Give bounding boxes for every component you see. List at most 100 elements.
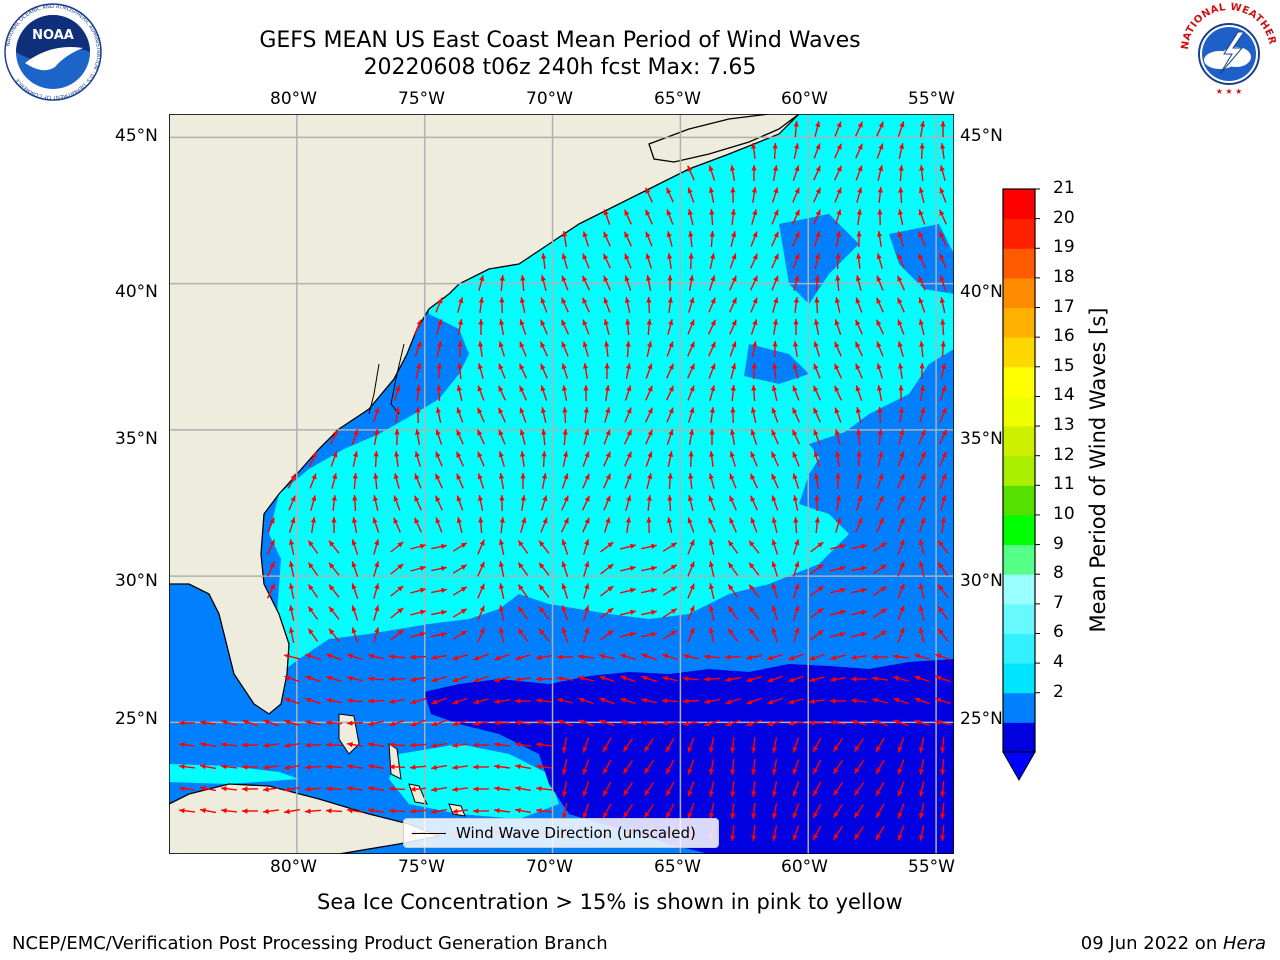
wave-direction-arrow xyxy=(456,517,463,533)
wave-direction-arrow xyxy=(877,208,883,226)
colorbar-bin xyxy=(1003,544,1035,575)
colorbar-bin xyxy=(1003,218,1035,249)
wave-direction-arrow xyxy=(540,495,548,511)
wave-direction-arrow xyxy=(897,341,904,357)
wave-direction-arrow xyxy=(751,209,758,225)
wave-direction-arrow xyxy=(331,473,338,489)
wave-direction-arrow xyxy=(687,363,695,379)
svg-text:★ ★ ★: ★ ★ ★ xyxy=(1216,87,1243,96)
wave-direction-arrow xyxy=(772,142,778,160)
wave-direction-arrow xyxy=(835,230,842,248)
wave-direction-arrow xyxy=(452,742,468,748)
wave-direction-arrow xyxy=(283,742,301,748)
wave-direction-arrow xyxy=(750,407,757,423)
wave-direction-arrow xyxy=(620,697,636,705)
wave-direction-arrow xyxy=(562,802,568,820)
wave-direction-arrow xyxy=(918,473,926,489)
wave-direction-arrow xyxy=(517,562,529,576)
wave-direction-arrow xyxy=(792,803,800,819)
wave-direction-arrow xyxy=(667,297,673,313)
wave-direction-arrow xyxy=(352,472,358,490)
wave-direction-arrow xyxy=(599,653,615,660)
wave-direction-arrow xyxy=(855,385,863,401)
wave-direction-arrow xyxy=(708,539,715,555)
wave-direction-arrow xyxy=(536,719,552,726)
wave-direction-arrow xyxy=(561,363,569,379)
wave-direction-arrow xyxy=(793,340,799,358)
wave-direction-arrow xyxy=(478,319,484,335)
wave-direction-arrow xyxy=(499,472,505,490)
wave-direction-arrow xyxy=(583,561,590,577)
colorbar-tick-label: 11 xyxy=(1053,474,1075,495)
wave-direction-arrow xyxy=(919,384,925,402)
wave-direction-arrow xyxy=(919,164,925,182)
wave-direction-arrow xyxy=(388,764,406,770)
wave-direction-arrow xyxy=(730,780,736,798)
wave-direction-arrow xyxy=(351,561,359,577)
lon-label-top-70w: 70°W xyxy=(526,89,573,109)
wave-direction-arrow xyxy=(393,473,400,489)
wave-direction-arrow xyxy=(583,539,590,555)
wave-direction-arrow xyxy=(561,253,568,269)
wave-direction-arrow xyxy=(832,760,844,774)
wave-direction-arrow xyxy=(263,808,279,814)
wave-direction-arrow xyxy=(477,407,485,423)
wave-direction-arrow xyxy=(772,758,778,776)
wave-direction-arrow xyxy=(750,495,758,511)
wave-direction-arrow xyxy=(582,231,590,247)
wave-direction-arrow xyxy=(623,231,633,247)
wave-direction-arrow xyxy=(561,297,569,313)
wave-direction-arrow xyxy=(477,363,484,379)
wave-direction-arrow xyxy=(851,543,867,550)
wave-direction-arrow xyxy=(729,275,737,291)
wave-direction-arrow xyxy=(494,653,510,661)
wave-direction-arrow xyxy=(622,804,634,818)
wave-direction-arrow xyxy=(430,654,448,660)
wave-direction-arrow xyxy=(897,759,905,775)
wave-direction-arrow xyxy=(876,297,884,313)
colorbar-bin xyxy=(1003,189,1035,220)
wave-direction-arrow xyxy=(435,517,443,533)
wave-direction-arrow xyxy=(875,781,885,797)
wave-direction-arrow xyxy=(725,719,741,727)
wave-direction-arrow xyxy=(792,363,799,379)
wave-direction-arrow xyxy=(872,697,888,704)
wave-direction-arrow xyxy=(793,297,799,313)
wave-direction-arrow xyxy=(771,231,779,247)
wave-direction-arrow xyxy=(307,540,319,554)
wave-direction-arrow xyxy=(919,362,925,380)
wave-direction-arrow xyxy=(346,698,364,704)
wave-direction-arrow xyxy=(832,782,844,796)
wave-direction-arrow xyxy=(834,319,842,335)
wave-direction-arrow xyxy=(687,407,695,423)
wave-direction-arrow xyxy=(667,472,673,490)
wave-direction-arrow xyxy=(918,275,926,291)
map-legend: Wind Wave Direction (unscaled) xyxy=(403,818,719,848)
wave-direction-arrow xyxy=(834,407,842,423)
wave-direction-arrow xyxy=(918,517,926,533)
wave-direction-arrow xyxy=(307,584,319,598)
noaa-logo: NATIONAL OCEANIC AND ATMOSPHERIC ADMINIS… xyxy=(4,3,102,101)
wave-direction-arrow xyxy=(538,628,550,642)
wave-direction-arrow xyxy=(581,495,591,511)
wave-direction-arrow xyxy=(940,516,946,534)
wave-direction-arrow xyxy=(536,698,552,704)
wave-direction-arrow xyxy=(456,495,464,511)
wave-direction-arrow xyxy=(918,561,925,577)
lat-label-left-40n: 40°N xyxy=(115,282,158,302)
wave-direction-arrow xyxy=(557,676,573,682)
wave-direction-arrow xyxy=(624,297,631,313)
wave-direction-arrow xyxy=(561,385,568,401)
wave-direction-arrow xyxy=(688,230,694,248)
wave-direction-arrow xyxy=(809,653,825,661)
wave-direction-arrow xyxy=(367,808,385,814)
wave-direction-arrow xyxy=(751,758,757,776)
wave-direction-arrow xyxy=(771,583,779,599)
wave-direction-arrow xyxy=(305,719,321,726)
wave-direction-arrow xyxy=(748,606,760,620)
wave-direction-arrow xyxy=(851,587,867,594)
wave-direction-arrow xyxy=(812,737,822,753)
wave-direction-arrow xyxy=(940,758,946,776)
wave-direction-arrow xyxy=(897,209,904,225)
wave-direction-arrow xyxy=(536,808,552,814)
